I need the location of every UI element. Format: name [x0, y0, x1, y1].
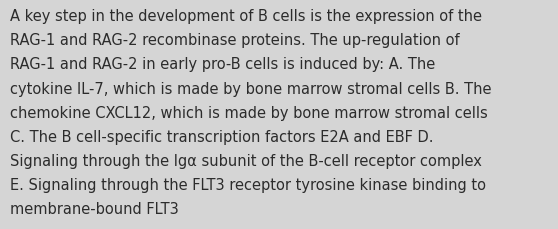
Text: E. Signaling through the FLT3 receptor tyrosine kinase binding to: E. Signaling through the FLT3 receptor t… [10, 177, 486, 192]
Text: A key step in the development of B cells is the expression of the: A key step in the development of B cells… [10, 9, 482, 24]
Text: cytokine IL-7, which is made by bone marrow stromal cells B. The: cytokine IL-7, which is made by bone mar… [10, 81, 492, 96]
Text: membrane-bound FLT3: membrane-bound FLT3 [10, 202, 179, 216]
Text: chemokine CXCL12, which is made by bone marrow stromal cells: chemokine CXCL12, which is made by bone … [10, 105, 488, 120]
Text: RAG-1 and RAG-2 recombinase proteins. The up-regulation of: RAG-1 and RAG-2 recombinase proteins. Th… [10, 33, 460, 48]
Text: Signaling through the Igα subunit of the B-cell receptor complex: Signaling through the Igα subunit of the… [10, 153, 482, 168]
Text: C. The B cell-specific transcription factors E2A and EBF D.: C. The B cell-specific transcription fac… [10, 129, 434, 144]
Text: RAG-1 and RAG-2 in early pro-B cells is induced by: A. The: RAG-1 and RAG-2 in early pro-B cells is … [10, 57, 435, 72]
